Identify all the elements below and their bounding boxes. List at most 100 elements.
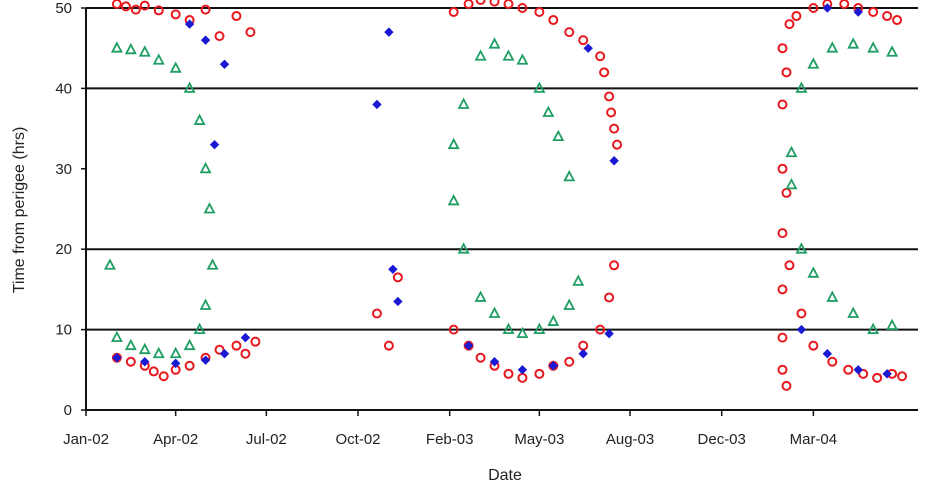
data-point [563, 298, 576, 310]
data-point [448, 324, 459, 335]
data-point [807, 266, 820, 278]
data-point [777, 99, 788, 110]
data-point [392, 272, 403, 283]
data-point [517, 372, 528, 383]
data-point [796, 324, 807, 335]
data-point [777, 163, 788, 174]
data-point [578, 349, 588, 359]
data-point [777, 284, 788, 295]
data-point [184, 19, 195, 29]
x-tick-label: Dec-03 [698, 431, 746, 448]
data-point [847, 37, 860, 49]
data-point [488, 306, 501, 318]
data-point [169, 61, 182, 73]
data-point [785, 177, 798, 190]
data-point [200, 4, 211, 15]
data-points [103, 0, 908, 391]
x-tick-label: May-03 [514, 431, 564, 448]
data-point [138, 45, 151, 57]
data-point [245, 27, 256, 38]
data-point [502, 322, 515, 335]
y-tick-label: 40 [55, 80, 72, 97]
data-point [781, 380, 792, 391]
data-point [383, 340, 394, 351]
data-point [475, 0, 486, 5]
data-point [548, 361, 559, 371]
data-point [795, 242, 808, 254]
data-point [488, 37, 501, 49]
y-axis-title: Time from perigee (hrs) [11, 127, 28, 294]
data-point [170, 9, 181, 20]
data-point [517, 3, 528, 13]
data-point [388, 264, 398, 275]
data-point [604, 91, 615, 102]
data-point [892, 15, 903, 26]
data-point [843, 364, 854, 375]
data-point [548, 15, 559, 26]
data-point [807, 57, 820, 69]
data-point [199, 161, 212, 174]
x-axis-tick-labels: Jan-02 Apr-02 Jul-02 Oct-02 Feb-03 May-03 Aug-… [63, 431, 837, 448]
data-point [148, 366, 159, 377]
data-point [231, 340, 242, 351]
data-point [777, 364, 788, 375]
data-point [542, 105, 555, 117]
data-point [612, 139, 623, 150]
data-point [578, 340, 589, 351]
data-point [457, 97, 470, 109]
data-point [534, 7, 545, 18]
data-point [827, 356, 838, 367]
x-tick-label: Apr-02 [153, 431, 198, 448]
data-point [547, 314, 560, 326]
data-point [784, 260, 795, 271]
data-point [463, 0, 474, 9]
data-point [847, 306, 860, 318]
data-point [781, 67, 792, 78]
data-point [791, 11, 802, 22]
data-point [209, 139, 220, 150]
data-point [897, 371, 908, 382]
data-point [777, 228, 788, 239]
data-point [781, 187, 792, 198]
data-point [503, 368, 514, 379]
series-1 [111, 0, 908, 391]
series-2 [103, 37, 899, 359]
data-point [125, 356, 136, 367]
data-point [219, 349, 230, 359]
data-point [489, 357, 500, 367]
data-point [777, 332, 788, 343]
data-point [199, 298, 212, 310]
data-point [826, 41, 839, 53]
data-point [206, 258, 219, 270]
data-point [868, 7, 879, 18]
x-tick-label: Oct-02 [336, 431, 381, 448]
data-point [169, 346, 182, 359]
data-point [214, 344, 225, 355]
data-point [214, 31, 225, 42]
data-point [516, 326, 529, 339]
data-point [372, 99, 382, 110]
data-point [599, 67, 610, 78]
data-point [183, 338, 196, 351]
data-point [393, 296, 403, 307]
gridlines [86, 7, 918, 331]
data-point [858, 368, 869, 379]
data-point [447, 194, 460, 206]
data-point [784, 19, 795, 30]
x-tick-label: Feb-03 [426, 431, 474, 448]
y-axis-tick-labels: 0 10 20 30 40 50 [55, 0, 72, 419]
y-tick-label: 50 [55, 0, 72, 17]
data-point [240, 348, 251, 359]
data-point [231, 11, 242, 22]
data-point [795, 81, 808, 93]
data-point [516, 53, 529, 65]
data-point [110, 330, 123, 343]
x-tick-label: Jan-02 [63, 431, 109, 448]
data-point [138, 342, 151, 355]
data-point [785, 145, 798, 158]
data-point [777, 43, 788, 54]
data-point [853, 365, 863, 375]
y-tick-label: 10 [55, 322, 72, 339]
y-tick-label: 30 [55, 161, 72, 178]
